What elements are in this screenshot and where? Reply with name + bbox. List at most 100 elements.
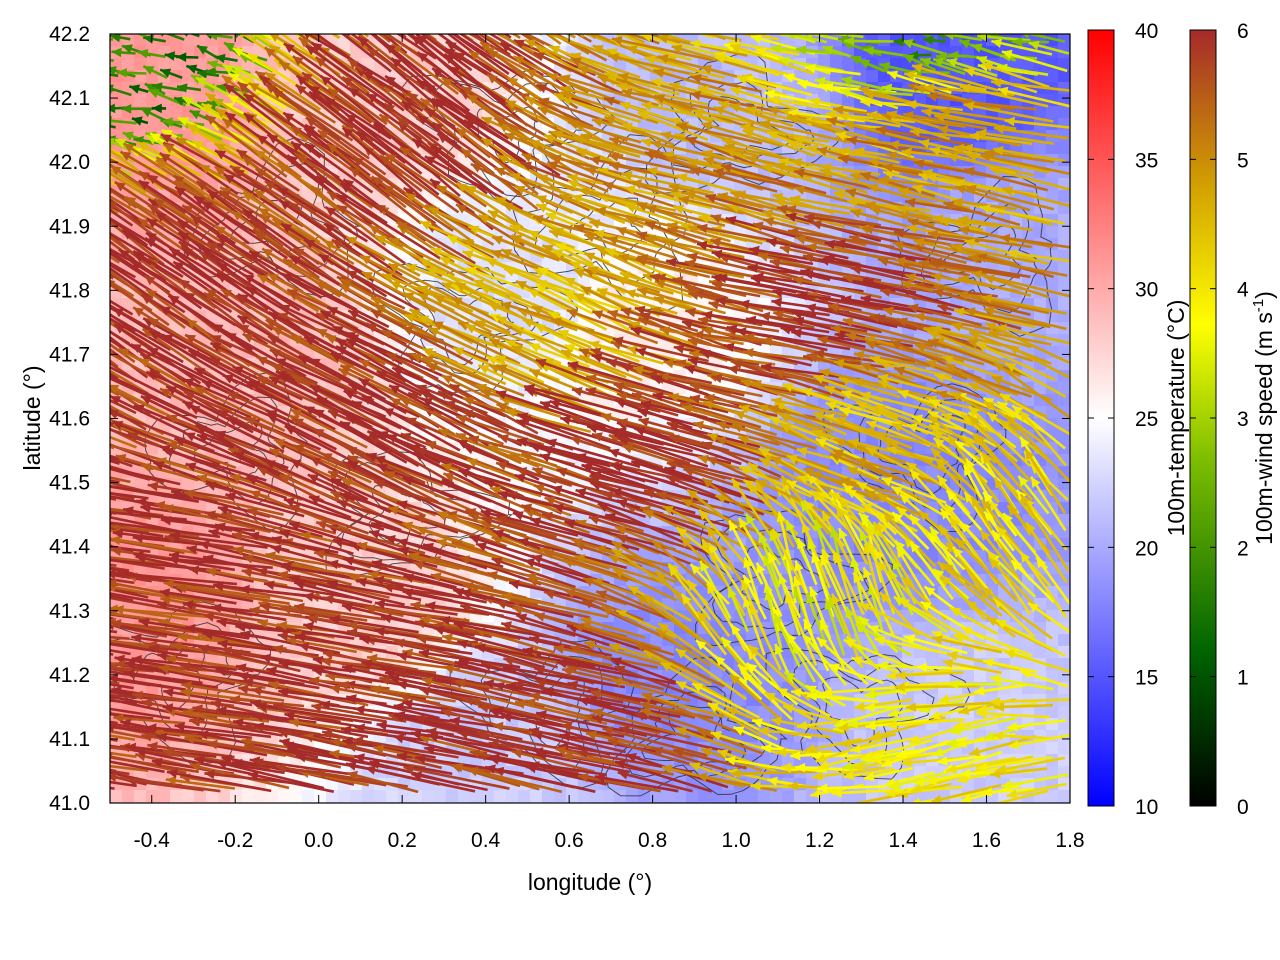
temperature-cell (446, 802, 459, 803)
temperature-cell (290, 790, 303, 803)
temperature-cell (746, 802, 759, 803)
temperature-cell (758, 802, 771, 803)
temperature-cell (566, 790, 579, 803)
temperature-cell (542, 790, 555, 803)
temperature-cell (914, 802, 927, 803)
temperature-cell (146, 802, 159, 803)
temperature-cell (962, 802, 975, 803)
temperature-cell (302, 790, 315, 803)
temperature-cell (818, 802, 831, 803)
temperature-cell (602, 802, 615, 803)
temperature-cell (146, 118, 159, 131)
temperature-cell (218, 802, 231, 803)
temperature-cell (122, 298, 135, 311)
temperature-cell (182, 790, 195, 803)
temperature-cell (146, 46, 159, 59)
temperature-cell (218, 790, 231, 803)
temperature-cell (110, 802, 123, 803)
temperature-cell (242, 802, 255, 803)
temperature-cell (374, 802, 387, 803)
temperature-cell (122, 790, 135, 803)
temperature-cell (386, 802, 399, 803)
temperature-cell (674, 802, 687, 803)
temperature-cell (722, 790, 735, 803)
temperature-cell (698, 790, 711, 803)
temperature-cell (554, 802, 567, 803)
temperature-cell (494, 790, 507, 803)
temperature-cell (530, 802, 543, 803)
temperature-cell (986, 802, 999, 803)
temperature-cell (326, 802, 339, 803)
temperature-cell (650, 802, 663, 803)
temperature-cell (566, 802, 579, 803)
temperature-cell (518, 802, 531, 803)
temperature-cell (194, 58, 207, 71)
temperature-cell (386, 790, 399, 803)
temperature-cell (254, 802, 267, 803)
temperature-cell (158, 802, 171, 803)
temperature-cell (206, 802, 219, 803)
temperature-cell (134, 802, 147, 803)
temperature-cell (458, 802, 471, 803)
temperature-cell (170, 106, 183, 119)
temperature-cell (662, 802, 675, 803)
temperature-cell (278, 802, 291, 803)
temperature-cell (782, 802, 795, 803)
temperature-cell (902, 802, 915, 803)
temperature-cell (398, 802, 411, 803)
temperature-cell (194, 34, 207, 47)
temperature-cell (314, 790, 327, 803)
temperature-cell (854, 682, 867, 695)
temperature-cell (722, 802, 735, 803)
temperature-cell (278, 790, 291, 803)
temperature-cell (194, 790, 207, 803)
temperature-cell (302, 802, 315, 803)
temperature-cell (974, 802, 987, 803)
temperature-cell (170, 394, 183, 407)
temperature-cell (710, 790, 723, 803)
temperature-cell (578, 790, 591, 803)
temperature-cell (830, 802, 843, 803)
temperature-cell (542, 802, 555, 803)
temperature-cell (806, 802, 819, 803)
temperature-cell (602, 790, 615, 803)
temperature-cell (182, 70, 195, 83)
temperature-cell (422, 790, 435, 803)
temperature-cell (866, 70, 879, 83)
temperature-cell (794, 790, 807, 803)
temperature-cell (950, 802, 963, 803)
temperature-cell (170, 802, 183, 803)
temperature-cell (230, 790, 243, 803)
temperature-cell (506, 802, 519, 803)
temperature-cell (866, 802, 879, 803)
temperature-cell (362, 802, 375, 803)
temperature-cell (890, 802, 903, 803)
temperature-cell (938, 802, 951, 803)
temperature-cell (926, 802, 939, 803)
temperature-cell (134, 58, 147, 71)
temperature-cell (614, 802, 627, 803)
temperature-cell (518, 790, 531, 803)
temperature-cell (878, 802, 891, 803)
temperature-cell (398, 790, 411, 803)
temperature-cell (854, 70, 867, 83)
temperature-cell (194, 82, 207, 95)
temperature-cell (134, 790, 147, 803)
temperature-cell (194, 358, 207, 371)
temperature-cell (530, 790, 543, 803)
temperature-cell (182, 106, 195, 119)
temperature-cell (482, 802, 495, 803)
temperature-cell (182, 478, 195, 491)
temperature-cell (422, 802, 435, 803)
temperature-cell (482, 790, 495, 803)
temperature-cell (506, 790, 519, 803)
temperature-cell (458, 790, 471, 803)
temperature-cell (434, 802, 447, 803)
temperature-cell (158, 790, 171, 803)
temperature-cell (158, 58, 171, 71)
temperature-cell (1010, 802, 1023, 803)
temperature-cell (230, 598, 243, 611)
temperature-cell (266, 790, 279, 803)
temperature-cell (206, 790, 219, 803)
temperature-cell (350, 790, 363, 803)
